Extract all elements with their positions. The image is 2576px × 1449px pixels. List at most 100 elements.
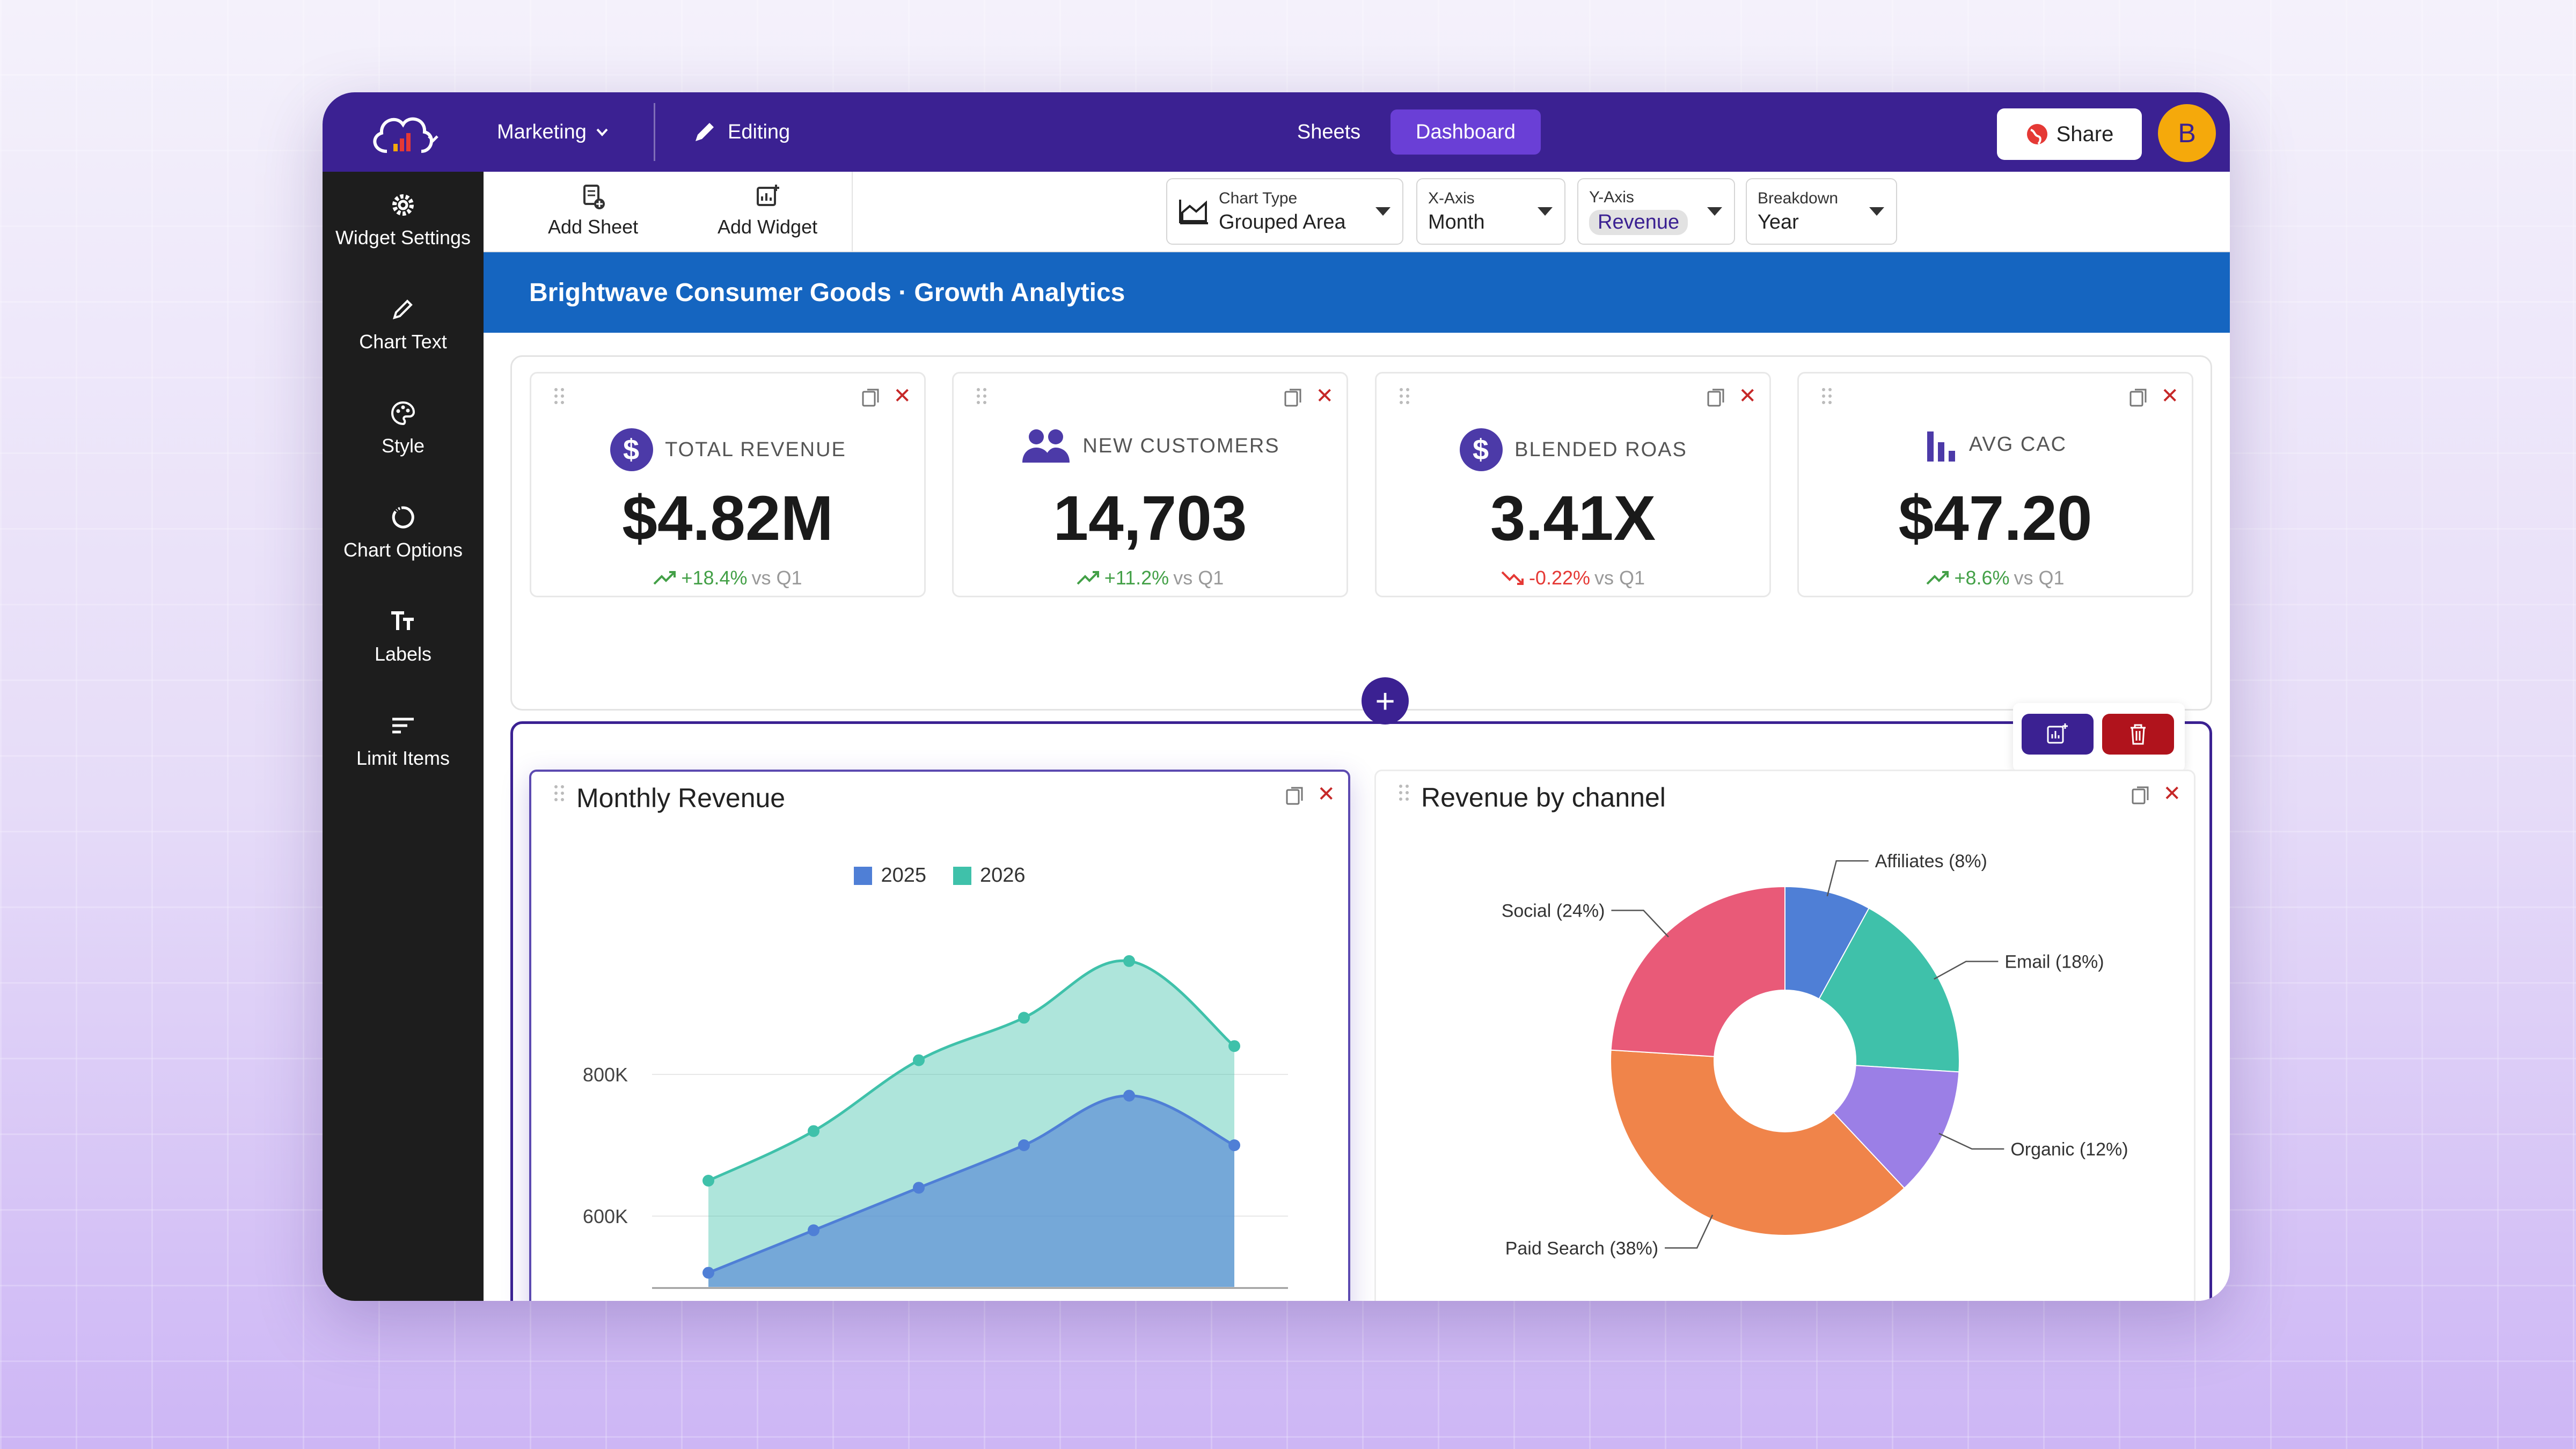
sidebar-item-label: Limit Items — [356, 747, 450, 769]
app-logo-icon[interactable] — [365, 104, 446, 160]
kpi-row: ✕ $ TOTAL REVENUE $4.82M +18.4% vs Q1 ✕ … — [510, 355, 2212, 711]
editing-mode-toggle[interactable]: Editing — [691, 92, 790, 172]
sidebar-item-labels[interactable]: Labels — [323, 608, 484, 665]
bar-chart-icon — [1927, 431, 1955, 462]
legend-label: 2026 — [980, 864, 1026, 887]
drag-handle-icon[interactable] — [553, 386, 566, 406]
breakdown-select[interactable]: Breakdown Year — [1746, 178, 1897, 245]
y-axis-value-chip[interactable]: Revenue — [1589, 209, 1688, 235]
data-point[interactable] — [1228, 1040, 1240, 1052]
drag-handle-icon[interactable] — [1397, 783, 1410, 802]
data-point[interactable] — [808, 1125, 819, 1137]
sidebar-item-label: Widget Settings — [335, 226, 471, 248]
kpi-card-new-customers[interactable]: ✕ NEW CUSTOMERS 14,703 +11.2% vs Q1 — [952, 372, 1348, 597]
data-point[interactable] — [1123, 955, 1135, 967]
copy-icon[interactable] — [2128, 386, 2149, 408]
chart-title[interactable]: Revenue by channel — [1421, 782, 1666, 813]
kpi-card-blended-roas[interactable]: ✕ $ BLENDED ROAS 3.41X -0.22% vs Q1 — [1375, 372, 1771, 597]
add-widget-button[interactable]: Add Widget — [718, 182, 817, 238]
data-point[interactable] — [1228, 1139, 1240, 1151]
line-series-2025 — [708, 1094, 1235, 1274]
sidebar-item-widget-settings[interactable]: Widget Settings — [323, 191, 484, 249]
x-axis-select[interactable]: X-Axis Month — [1416, 178, 1565, 245]
label-leader-line — [1934, 961, 1999, 980]
legend-item-2025[interactable]: 2025 — [854, 864, 926, 887]
add-row-above-button[interactable]: + — [1362, 677, 1409, 724]
data-point[interactable] — [702, 1175, 714, 1187]
drag-handle-icon[interactable] — [1398, 386, 1411, 406]
slice-label: Organic (12%) — [2010, 1139, 2128, 1160]
chart-title[interactable]: Monthly Revenue — [576, 783, 786, 813]
kpi-label: AVG CAC — [1968, 433, 2067, 456]
y-axis-select[interactable]: Y-Axis Revenue — [1577, 178, 1735, 245]
palette-icon — [391, 401, 415, 426]
pie-slice-paid-search[interactable] — [1610, 1049, 1905, 1236]
kpi-card-total-revenue[interactable]: ✕ $ TOTAL REVENUE $4.82M +18.4% vs Q1 — [530, 372, 926, 597]
add-sheet-button[interactable]: Add Sheet — [548, 182, 638, 238]
pie-slice-email[interactable] — [1818, 907, 1960, 1073]
sidebar-item-label: Style — [381, 435, 425, 457]
dashboard-title[interactable]: Brightwave Consumer Goods · Growth Analy… — [484, 252, 2230, 333]
caret-down-icon — [1538, 207, 1553, 216]
close-icon[interactable]: ✕ — [1738, 384, 1757, 408]
pie-slice-social[interactable] — [1610, 885, 1785, 1057]
row-delete-button[interactable] — [2102, 714, 2174, 755]
copy-icon[interactable] — [1283, 386, 1304, 408]
trend-up-icon — [654, 571, 676, 585]
sidebar-item-label: Labels — [374, 643, 432, 665]
slice-label: Social (24%) — [1502, 901, 1605, 921]
chart-card-monthly-revenue[interactable]: ✕ Monthly Revenue 2025 2026 600K800KJanu… — [529, 770, 1350, 1301]
data-point[interactable] — [1123, 1089, 1135, 1102]
add-widget-icon — [757, 185, 780, 206]
data-point[interactable] — [702, 1267, 714, 1279]
area-series-2025[interactable] — [708, 1095, 1234, 1287]
legend-label: 2025 — [881, 864, 926, 887]
sidebar-item-style[interactable]: Style — [323, 399, 484, 457]
pie-slice-organic[interactable] — [1832, 1065, 1960, 1189]
copy-icon[interactable] — [861, 386, 881, 408]
sidebar-item-chart-options[interactable]: Chart Options — [323, 503, 484, 561]
pencil-icon — [393, 299, 413, 319]
kpi-card-avg-cac[interactable]: ✕ AVG CAC $47.20 +8.6% vs Q1 — [1797, 372, 2193, 597]
share-button[interactable]: Share — [1997, 108, 2142, 160]
data-point[interactable] — [1018, 1139, 1030, 1151]
editing-label: Editing — [728, 120, 791, 143]
y-tick-label: 800K — [583, 1064, 628, 1086]
drag-handle-icon[interactable] — [553, 784, 566, 803]
chart-type-label: Chart Type — [1219, 189, 1298, 207]
copy-icon[interactable] — [2131, 784, 2151, 806]
row-add-widget-button[interactable] — [2022, 714, 2094, 755]
workspace-dropdown[interactable]: Marketing — [497, 92, 610, 172]
kpi-label: BLENDED ROAS — [1514, 438, 1687, 461]
text-size-icon — [391, 611, 414, 630]
close-icon[interactable]: ✕ — [2161, 384, 2179, 408]
data-point[interactable] — [1018, 1012, 1030, 1024]
close-icon[interactable]: ✕ — [1317, 782, 1335, 806]
slice-label: Affiliates (8%) — [1875, 851, 1987, 872]
data-point[interactable] — [913, 1182, 925, 1194]
kpi-value: $47.20 — [1898, 483, 2092, 554]
tab-dashboard[interactable]: Dashboard — [1391, 109, 1541, 155]
tab-sheets[interactable]: Sheets — [1297, 120, 1361, 143]
kpi-compare: vs Q1 — [1594, 567, 1645, 589]
user-avatar[interactable]: B — [2158, 104, 2216, 162]
legend-item-2026[interactable]: 2026 — [953, 864, 1026, 887]
dollar-icon: $ — [610, 428, 654, 471]
copy-icon[interactable] — [1706, 386, 1726, 408]
label-leader-line — [1611, 910, 1669, 938]
drag-handle-icon[interactable] — [1820, 386, 1833, 406]
copy-icon[interactable] — [1285, 785, 1305, 806]
add-widget-label: Add Widget — [718, 216, 818, 238]
close-icon[interactable]: ✕ — [893, 384, 911, 408]
drag-handle-icon[interactable] — [975, 386, 988, 406]
data-point[interactable] — [808, 1224, 819, 1236]
chart-type-select[interactable]: Chart Type Grouped Area — [1166, 178, 1403, 245]
sidebar-item-chart-text[interactable]: Chart Text — [323, 295, 484, 353]
chart-card-revenue-by-channel[interactable]: ✕ Revenue by channel Affiliates (8%) Emai… — [1374, 770, 2196, 1301]
data-point[interactable] — [913, 1054, 925, 1066]
x-axis-value: Month — [1428, 210, 1485, 233]
line-series-2026 — [707, 959, 1235, 1182]
close-icon[interactable]: ✕ — [2163, 782, 2181, 806]
close-icon[interactable]: ✕ — [1315, 384, 1334, 408]
sidebar-item-limit-items[interactable]: Limit Items — [323, 712, 484, 770]
